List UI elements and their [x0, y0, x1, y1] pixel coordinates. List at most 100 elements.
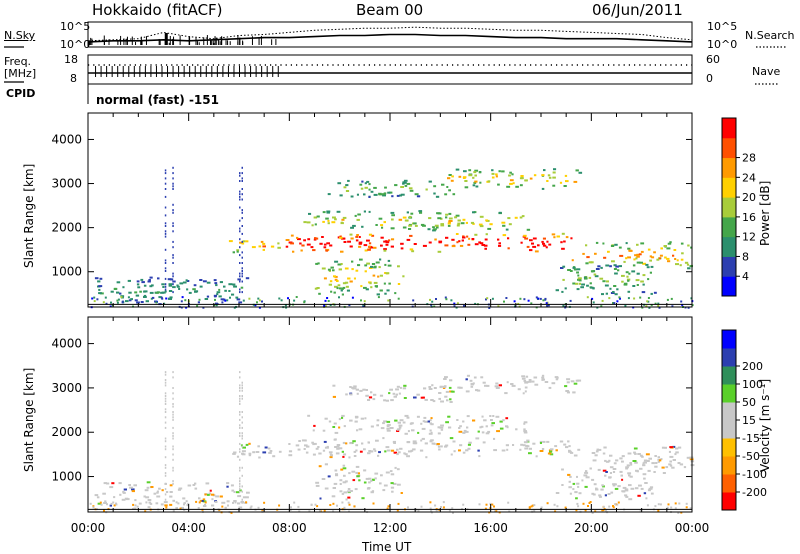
velocity-panel-cell — [264, 446, 268, 449]
power-panel-cell — [578, 282, 581, 285]
velocity-panel-cell — [239, 482, 241, 485]
power-panel-cell — [626, 278, 631, 281]
power-panel-cell — [649, 255, 652, 258]
power-panel-cell — [151, 284, 154, 287]
power-panel-cell — [368, 183, 371, 186]
power-panel-cell — [402, 226, 407, 229]
velocity-panel-cell — [134, 499, 137, 502]
power-panel-cell — [158, 296, 162, 299]
power-panel-cell — [573, 180, 578, 183]
velocity-panel-cell — [92, 505, 95, 508]
power-panel-cell — [228, 290, 231, 292]
power-colorbar-tick-label: 24 — [742, 171, 756, 184]
power-panel-cell — [314, 223, 317, 226]
power-panel-cell — [502, 224, 506, 227]
velocity-panel-cell — [492, 415, 495, 417]
velocity-panel-cell — [628, 498, 633, 501]
velocity-panel-cell — [172, 434, 174, 437]
velocity-panel-cell — [539, 440, 543, 443]
velocity-panel-cell — [601, 509, 604, 512]
xtick-label: 20:00 — [574, 521, 609, 535]
velocity-panel-cell — [103, 502, 107, 504]
velocity-panel-cell — [425, 456, 428, 459]
velocity-panel-cell — [605, 460, 610, 463]
velocity-panel-cell — [255, 451, 260, 453]
power-panel-cell — [357, 213, 361, 216]
velocity-panel-cell — [362, 388, 366, 391]
velocity-panel-cell — [103, 482, 107, 485]
velocity-panel-cell — [290, 506, 292, 509]
velocity-panel-cell — [403, 397, 407, 399]
power-panel-cell — [370, 286, 373, 289]
power-panel-cell — [398, 218, 403, 221]
velocity-panel-cell — [333, 482, 338, 485]
power-panel-cell — [96, 298, 99, 301]
velocity-panel-cell — [233, 491, 236, 493]
velocity-panel-cell — [352, 479, 356, 482]
power-panel-cell — [164, 172, 167, 175]
power-panel-cell — [585, 277, 588, 280]
velocity-panel-cell — [354, 415, 359, 418]
power-panel-cell — [524, 237, 529, 240]
power-panel-cell — [687, 244, 690, 247]
power-panel-cell — [562, 278, 565, 281]
velocity-colorbar-swatch — [722, 438, 736, 457]
velocity-panel-cell — [608, 459, 611, 462]
power-panel-cell — [168, 290, 173, 292]
velocity-panel-cell — [390, 486, 395, 489]
power-panel-cell — [514, 305, 516, 308]
velocity-panel-cell — [428, 388, 433, 390]
power-panel-cell — [324, 305, 327, 308]
power-panel-cell — [241, 262, 243, 264]
velocity-panel-cell — [476, 389, 481, 392]
power-panel-cell — [614, 243, 618, 246]
power-panel-cell — [127, 296, 130, 299]
velocity-panel-cell — [227, 504, 229, 507]
velocity-panel-cell — [485, 432, 490, 435]
power-panel-cell — [509, 182, 513, 185]
velocity-panel-cell — [685, 502, 688, 505]
power-panel-cell — [519, 184, 523, 187]
power-panel-cell — [338, 296, 340, 299]
velocity-panel-cell — [164, 411, 167, 413]
velocity-panel-cell — [323, 509, 326, 512]
power-panel-cell — [418, 210, 423, 213]
velocity-panel-cell — [389, 388, 393, 391]
velocity-panel-cell — [450, 390, 453, 393]
power-panel-cell — [202, 306, 205, 309]
velocity-panel-cell — [343, 425, 346, 428]
power-panel-cell — [368, 242, 372, 245]
power-panel-cell — [440, 224, 445, 227]
velocity-panel-cell — [272, 455, 276, 458]
velocity-panel-cell — [356, 392, 359, 395]
velocity-panel-cell — [399, 386, 402, 389]
power-panel-cell — [627, 247, 631, 250]
velocity-panel-cell — [448, 386, 452, 389]
xtick-label: 08:00 — [272, 521, 307, 535]
power-panel-cell — [495, 173, 498, 176]
velocity-panel-cell — [630, 463, 633, 466]
power-panel-cell — [613, 268, 617, 270]
power-panel-cell — [489, 223, 493, 226]
power-panel-cell — [454, 216, 458, 219]
power-panel-cell — [586, 256, 590, 259]
velocity-panel-cell — [382, 489, 386, 492]
velocity-panel-cell — [372, 502, 375, 505]
velocity-panel-cell — [164, 392, 167, 395]
velocity-panel-cell — [100, 503, 103, 506]
velocity-panel-cell — [322, 449, 326, 452]
velocity-panel-cell — [484, 384, 488, 387]
power-panel-cell — [479, 215, 484, 218]
power-ytick-label: 2000 — [51, 221, 82, 235]
velocity-panel-cell — [589, 501, 592, 503]
velocity-panel-cell — [245, 443, 249, 446]
velocity-panel-cell — [486, 384, 490, 387]
velocity-panel-cell — [519, 448, 522, 451]
velocity-panel-cell — [397, 502, 400, 505]
power-panel-cell — [552, 184, 556, 187]
power-panel-cell — [582, 252, 585, 255]
velocity-panel-cell — [634, 461, 638, 464]
power-panel-cell — [371, 263, 376, 265]
velocity-panel-cell — [549, 453, 554, 456]
velocity-colorbar-tick-label: 15 — [742, 414, 756, 427]
